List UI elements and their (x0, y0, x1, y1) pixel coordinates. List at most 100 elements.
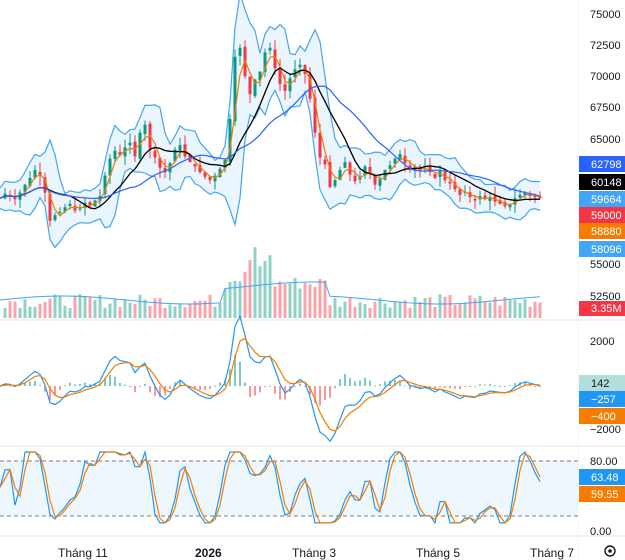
stochastic-axis[interactable]: 80.00 0.00 63.48 59.55 (579, 456, 625, 538)
macd-histogram-bar (154, 386, 156, 397)
stochastic-tick: 0.00 (590, 526, 611, 538)
volume-bar (103, 307, 107, 318)
macd-axis[interactable]: 2000 −2000 142 −257 −400 (579, 336, 625, 436)
macd-histogram-bar (29, 381, 31, 386)
volume-bar (313, 286, 317, 318)
price-badge: 62798 (591, 159, 622, 171)
volume-bar (453, 304, 457, 318)
volume-bar (203, 300, 207, 318)
macd-histogram-bar (374, 385, 376, 387)
macd-histogram-bar (279, 386, 281, 400)
volume-bar (48, 298, 52, 318)
candle-body (128, 142, 132, 146)
macd-histogram-bar (69, 382, 71, 386)
volume-bar (148, 305, 152, 318)
volume-bar (18, 307, 22, 318)
stochastic-k-line (0, 449, 541, 525)
macd-histogram-bar (219, 382, 221, 386)
macd-tick: −2000 (590, 424, 621, 436)
macd-histogram-bar (394, 379, 396, 386)
candle-body (13, 197, 17, 200)
price-panel (0, 0, 542, 318)
volume-bar (533, 301, 537, 318)
candle-body (158, 157, 162, 168)
volume-bar (128, 302, 132, 318)
volume-bar (328, 305, 332, 318)
volume-bar (198, 300, 202, 318)
gear-icon[interactable] (604, 545, 616, 557)
volume-bar (448, 294, 452, 318)
volume-bar (483, 302, 487, 318)
macd-badge: −257 (591, 394, 616, 406)
macd-histogram-bar (149, 386, 151, 393)
macd-histogram-bar (509, 385, 511, 387)
candle-body (378, 179, 382, 186)
volume-bar (73, 296, 77, 318)
volume-bar (278, 281, 282, 318)
volume-bar (263, 261, 267, 318)
time-axis[interactable]: Tháng 11 2026 Tháng 3 Tháng 5 Tháng 7 (58, 546, 574, 560)
candle-body (173, 149, 177, 162)
volume-bar (258, 266, 262, 318)
candle-body (333, 180, 337, 187)
price-axis[interactable]: 75000 72500 70000 67500 65000 55000 5250… (590, 9, 621, 303)
volume-bar (283, 283, 287, 318)
volume-bar (463, 302, 467, 318)
volume-bar (303, 283, 307, 318)
volume-bar (28, 306, 32, 318)
price-badge: 58880 (591, 226, 622, 238)
volume-bar (433, 306, 437, 318)
volume-bar (423, 298, 427, 318)
macd-lines (0, 314, 541, 443)
volume-bar (238, 281, 242, 318)
volume-bar (373, 301, 377, 318)
macd-histogram-bar (399, 380, 401, 386)
macd-histogram-bar (139, 385, 141, 387)
macd-panel (0, 314, 541, 443)
volume-bar (323, 280, 327, 318)
macd-histogram-bar (514, 383, 516, 386)
volume-bar (183, 307, 187, 318)
volume-bar (378, 297, 382, 318)
candle-body (228, 119, 232, 162)
candle-body (533, 195, 537, 198)
price-badge-bg (579, 223, 625, 239)
volume-bar (3, 307, 7, 318)
macd-histogram-bar (269, 385, 271, 387)
macd-badge-bg (579, 375, 625, 391)
candle-body (453, 182, 457, 190)
candle-body (68, 203, 72, 207)
macd-histogram-bar (479, 384, 481, 386)
macd-histogram-bar (384, 381, 386, 386)
volume-bar (528, 306, 532, 318)
candle-body (518, 194, 522, 198)
macd-histogram-bar (214, 385, 216, 387)
macd-histogram-bar (534, 386, 536, 387)
macd-histogram-bar (254, 386, 256, 396)
volume-bar (458, 303, 462, 318)
macd-histogram-bar (64, 385, 66, 387)
candle-body (383, 169, 387, 180)
time-tick: Tháng 11 (58, 546, 108, 560)
volume-badge: 3.35M (591, 303, 622, 315)
macd-histogram-bar (434, 386, 436, 389)
macd-histogram-bar (114, 376, 116, 386)
macd-histogram-bar (199, 386, 201, 390)
macd-histogram-bar (334, 386, 336, 389)
volume-bar (473, 298, 477, 318)
macd-histogram-bar (274, 386, 276, 394)
volume-bar (538, 302, 542, 318)
candle-body (393, 158, 397, 164)
volume-bar (68, 307, 72, 318)
macd-histogram-bar (314, 386, 316, 404)
volume-bar (13, 301, 17, 318)
macd-histogram-bar (74, 384, 76, 386)
stochastic-tick: 80.00 (590, 456, 618, 468)
volume-bar (193, 301, 197, 318)
macd-histogram-bar (239, 361, 241, 386)
macd-histogram-bar (129, 386, 131, 387)
volume-bar (123, 299, 127, 318)
candle-body (178, 145, 182, 152)
candle-body (163, 167, 167, 173)
